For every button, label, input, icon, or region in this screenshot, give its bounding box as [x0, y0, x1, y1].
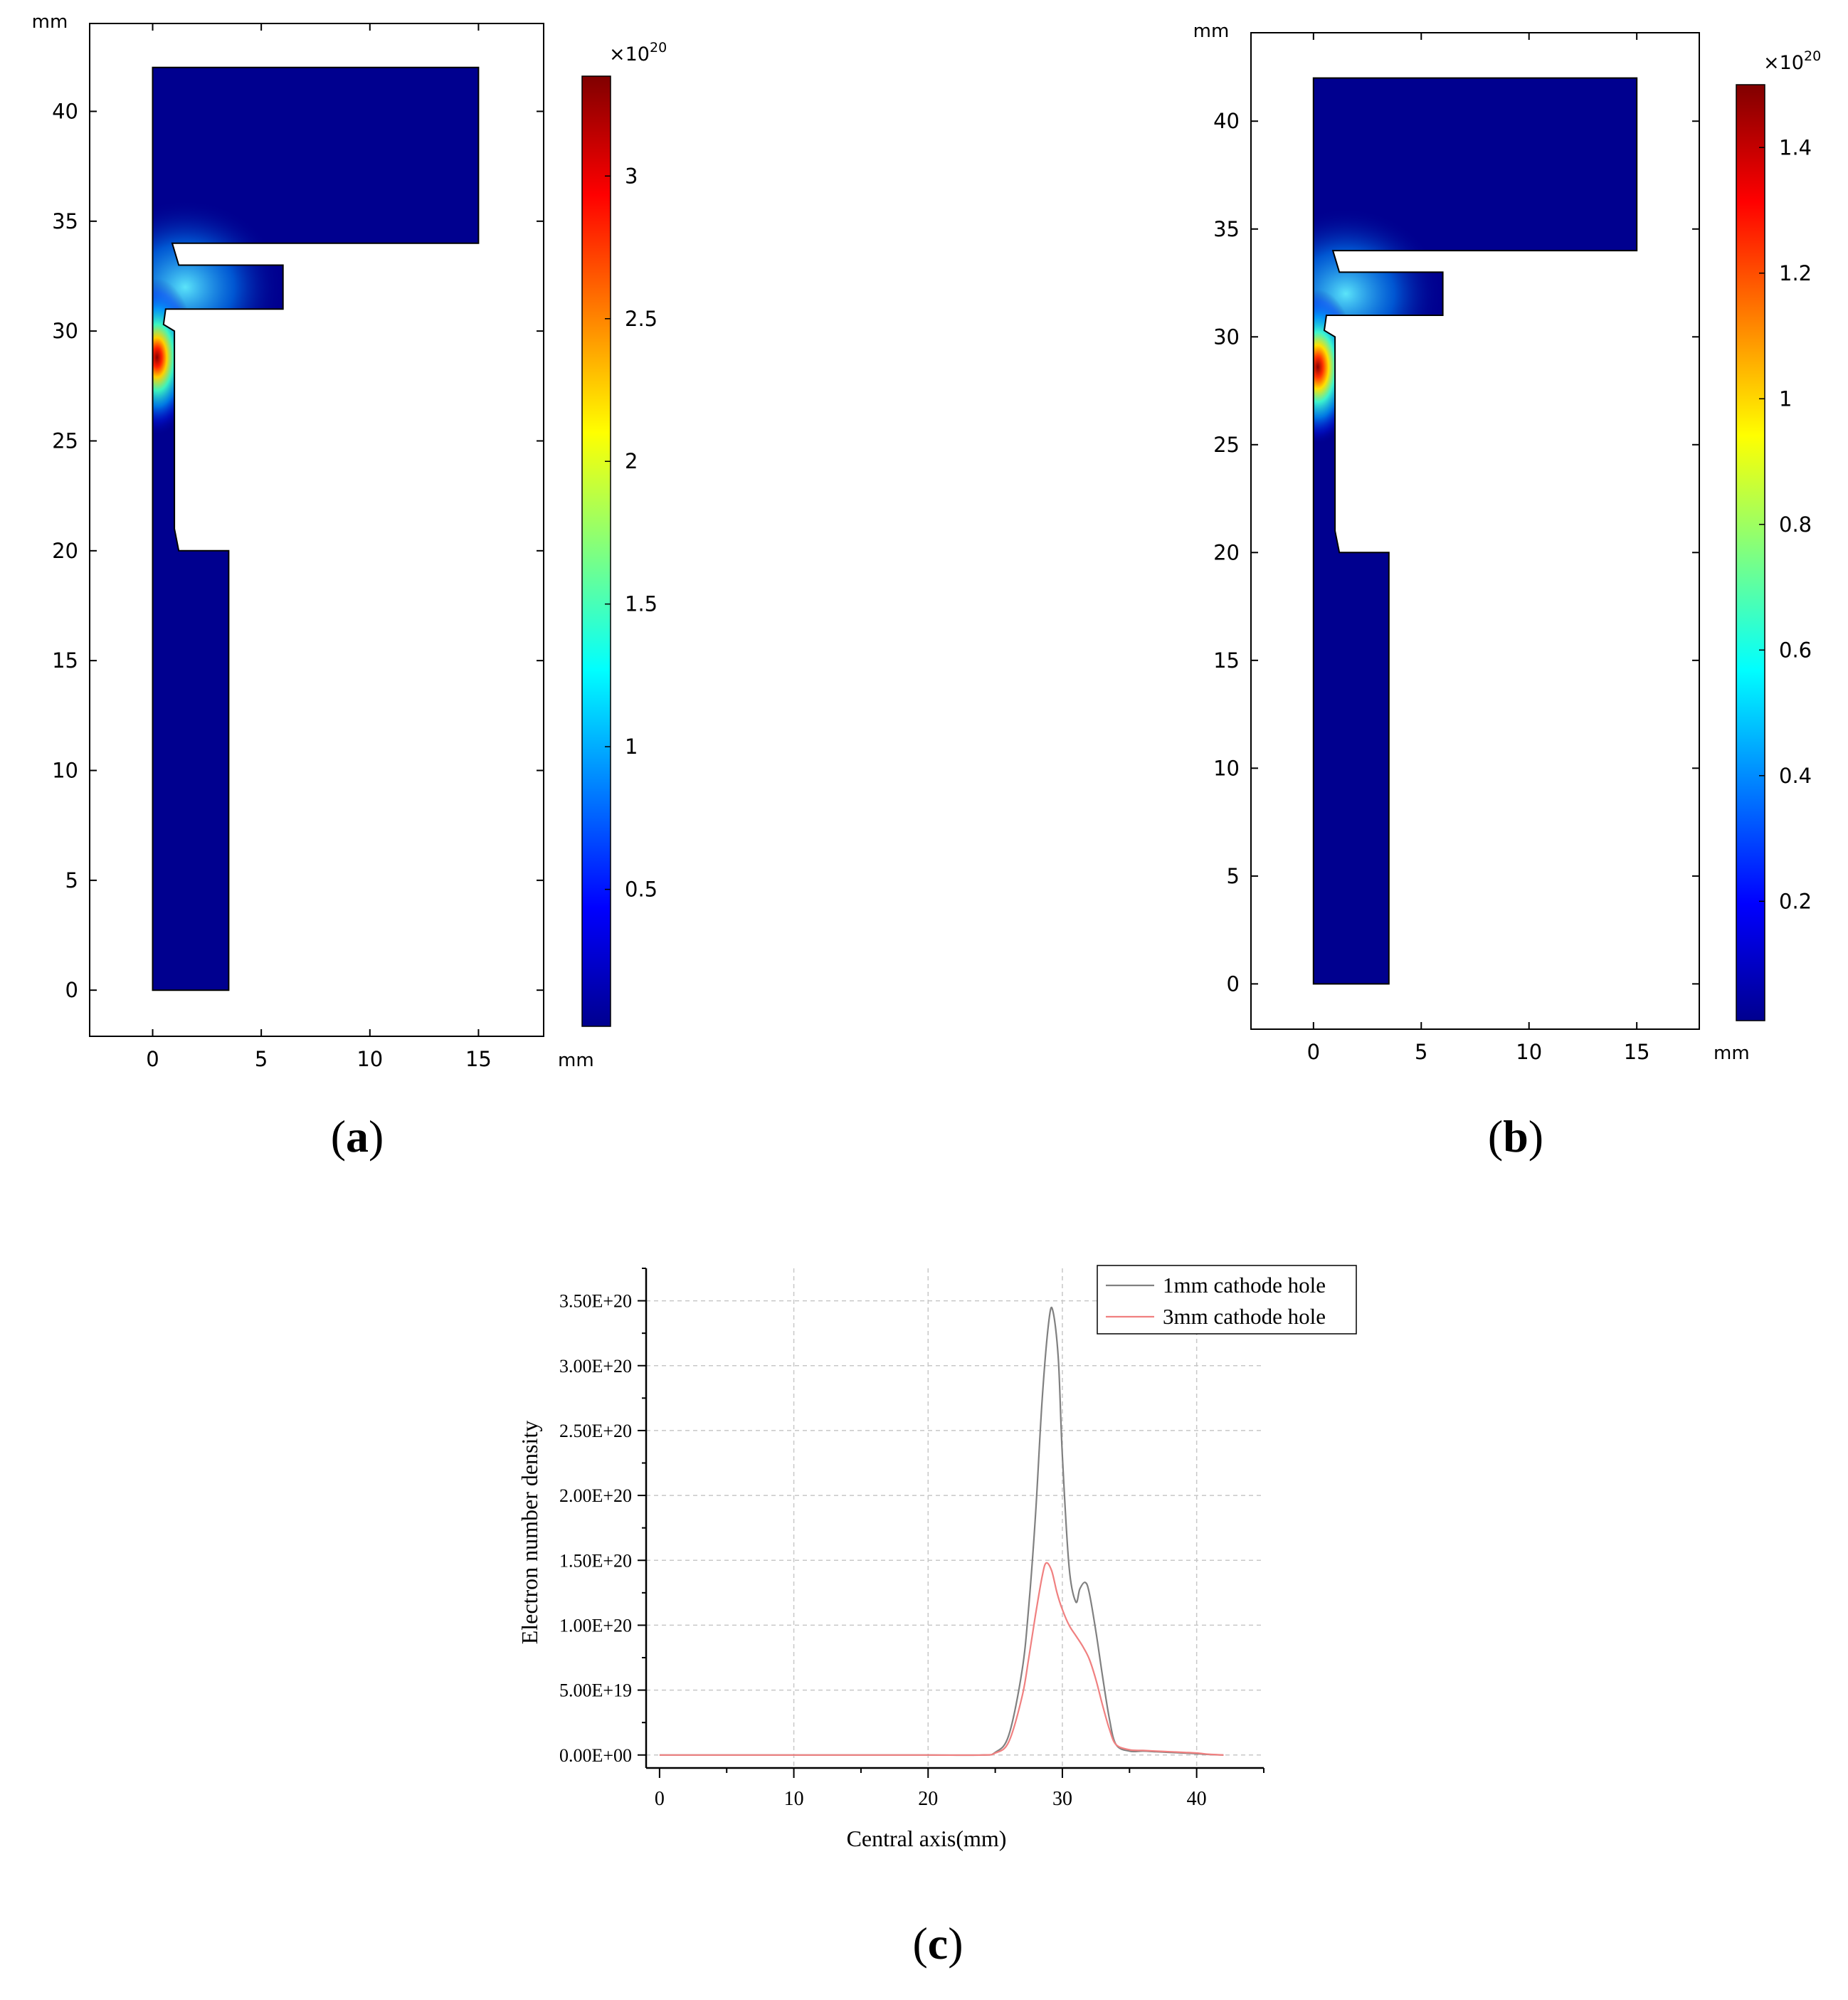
colorbar-tick-label: 1: [625, 735, 638, 759]
y-tick-label: 10: [52, 759, 78, 783]
panel-b-colorbar-exponent: ×1020: [1763, 48, 1821, 74]
y-tick-label: 2.50E+20: [559, 1421, 632, 1441]
y-tick-label: 30: [52, 319, 78, 343]
domain-fill: [152, 67, 479, 991]
y-tick-label: 15: [1213, 648, 1240, 673]
legend-box: [1097, 1265, 1357, 1335]
x-tick-label: 0: [1307, 1040, 1320, 1064]
panel-a-colorbar-ticks: 0.5 1 1.5 2 2.5 3: [605, 164, 658, 902]
legend-entry-label: 1mm cathode hole: [1163, 1273, 1326, 1298]
panel-c-legend: 1mm cathode hole 3mm cathode hole: [1097, 1265, 1357, 1335]
panel-c-series: [659, 1306, 1224, 1757]
colorbar-tick-label: 2: [625, 449, 638, 473]
y-tick-label: 40: [52, 99, 78, 123]
y-tick-label: 5: [65, 868, 78, 893]
y-tick-label: 35: [52, 209, 78, 233]
y-unit-label: mm: [1193, 21, 1230, 42]
y-tick-label: 25: [52, 428, 78, 453]
panel-a-plot-frame: [89, 23, 544, 1037]
panel-a-colorbar: [581, 75, 611, 1027]
x-unit-label: mm: [1714, 1043, 1750, 1064]
panel-c-label: (c): [912, 1918, 963, 1969]
panel-a-label: (a): [331, 1111, 384, 1162]
y-tick-label: 10: [1213, 756, 1240, 780]
colorbar-tick-label: 0.4: [1779, 764, 1812, 788]
colorbar-tick-label: 0.6: [1779, 638, 1812, 662]
y-tick-label: 5: [1227, 864, 1240, 888]
y-tick-label: 20: [1213, 540, 1240, 564]
panel-c-grid: [646, 1268, 1264, 1768]
panel-a-domain: [152, 67, 479, 991]
x-tick-label: 5: [1415, 1040, 1427, 1064]
arm-glow: [152, 199, 283, 375]
x-tick-label: 5: [255, 1047, 268, 1071]
x-tick-label: 0: [146, 1047, 159, 1071]
panel-c-axes: 0 10 20 30 40 0.00E+00 5.00E+19 1.00E+20 1.50E+2…: [559, 1268, 1264, 1810]
y-tick-label: 3.00E+20: [559, 1356, 632, 1377]
arm-glow: [1313, 207, 1443, 380]
x-tick-label: 20: [918, 1788, 938, 1810]
domain-fill: [1313, 78, 1637, 984]
colorbar-tick-label: 1: [1779, 386, 1792, 411]
panel-c-line-chart: 0 10 20 30 40 0.00E+00 5.00E+19 1.00E+20 1.50E+2…: [517, 1265, 1357, 1969]
colorbar-tick-label: 0.5: [625, 878, 658, 902]
colorbar-tick-label: 0.2: [1779, 889, 1812, 913]
y-tick-label: 30: [1213, 325, 1240, 349]
x-tick-label: 15: [1624, 1040, 1650, 1064]
hotspot: [1313, 289, 1357, 445]
y-tick-label: 2.00E+20: [559, 1485, 632, 1506]
x-tick-label: 15: [465, 1047, 492, 1071]
y-tick-label: 25: [1213, 433, 1240, 457]
y-tick-label: 0: [1227, 972, 1240, 996]
panel-a-domain-outline: [152, 66, 480, 991]
y-tick-label: 40: [1213, 109, 1240, 133]
y-tick-label: 1.50E+20: [559, 1550, 632, 1571]
x-tick-label: 30: [1052, 1788, 1072, 1810]
legend-entry-label: 3mm cathode hole: [1163, 1304, 1326, 1329]
x-tick-label: 40: [1187, 1788, 1207, 1810]
panel-a-axes: 0 5 10 15 0 5 10 15 20 25 30 35 40 mm mm: [32, 11, 594, 1071]
panel-b-colorbar-ticks: 0.2 0.4 0.6 0.8 1 1.2 1.4: [1759, 135, 1812, 913]
y-tick-label: 1.00E+20: [559, 1615, 632, 1636]
y-unit-label: mm: [32, 11, 68, 33]
y-tick-label: 35: [1213, 217, 1240, 241]
panel-b-heatmap: 0 5 10 15 0 5 10 15 20 25 30 35 40 mm mm 0.2 0.4 0.6 0.8 1…: [1193, 21, 1822, 1162]
y-tick-label: 3.50E+20: [559, 1291, 632, 1312]
panel-a-colorbar-exponent: ×1020: [609, 40, 667, 65]
x-tick-label: 0: [655, 1788, 665, 1810]
y-tick-label: 15: [52, 648, 78, 673]
panel-c-y-axis-label: Electron number density: [517, 1421, 542, 1645]
colorbar-tick-label: 1.2: [1779, 261, 1812, 285]
panel-b-domain: [1313, 78, 1637, 984]
x-tick-label: 10: [784, 1788, 804, 1810]
y-tick-label: 20: [52, 539, 78, 563]
colorbar-tick-label: 3: [625, 164, 638, 188]
panel-b-plot-frame: [1250, 32, 1700, 1030]
x-tick-label: 10: [357, 1047, 383, 1071]
x-tick-label: 10: [1516, 1040, 1542, 1064]
series-line-1: [659, 1306, 1224, 1757]
colorbar-tick-label: 1.5: [625, 592, 658, 616]
hotspot: [152, 278, 196, 437]
series-line-2: [659, 1562, 1224, 1757]
colorbar-tick-label: 0.8: [1779, 512, 1812, 537]
y-tick-label: 0: [65, 978, 78, 1002]
panel-c-x-axis-label: Central axis(mm): [847, 1826, 1007, 1851]
y-tick-label: 0.00E+00: [559, 1745, 632, 1766]
panel-b-domain-outline: [1312, 77, 1638, 985]
colorbar-tick-label: 1.4: [1779, 135, 1812, 159]
y-tick-label: 5.00E+19: [559, 1680, 632, 1701]
x-unit-label: mm: [558, 1050, 594, 1071]
panel-b-axes: 0 5 10 15 0 5 10 15 20 25 30 35 40 mm mm: [1193, 21, 1750, 1064]
panel-b-colorbar: [1736, 84, 1765, 1021]
colorbar-tick-label: 2.5: [625, 307, 658, 331]
panel-b-label: (b): [1488, 1111, 1543, 1162]
